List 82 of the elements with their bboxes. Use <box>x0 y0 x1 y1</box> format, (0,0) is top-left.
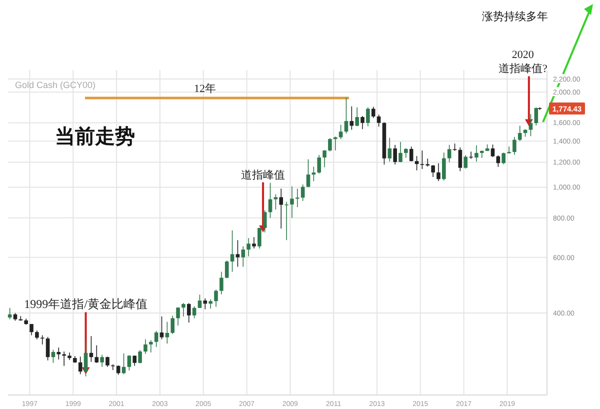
candlestick <box>40 334 44 345</box>
candlestick <box>290 186 294 218</box>
candlestick <box>94 344 99 364</box>
candlestick <box>333 136 338 151</box>
candlestick <box>447 144 452 163</box>
candlestick <box>182 302 186 317</box>
candlestick <box>30 324 34 336</box>
candlestick <box>502 152 506 165</box>
candlestick <box>192 306 196 319</box>
candlestick <box>165 321 170 344</box>
candlestick <box>328 138 332 152</box>
candlestick <box>138 350 142 364</box>
candlestick <box>230 230 234 272</box>
candlestick <box>236 240 240 268</box>
candlestick <box>366 106 370 127</box>
candlestick <box>284 201 288 241</box>
candlestick <box>214 289 218 308</box>
annotation: 12年 <box>194 83 216 95</box>
candlestick <box>246 238 250 257</box>
candlestick <box>436 162 440 182</box>
candlestick <box>338 124 343 140</box>
candlestick <box>528 114 533 137</box>
candlestick <box>170 315 174 334</box>
candlestick <box>106 356 110 368</box>
candlestick <box>148 340 153 353</box>
candlestick <box>295 188 300 208</box>
candlestick <box>100 354 104 368</box>
candlestick <box>344 97 348 134</box>
candlestick <box>474 144 478 162</box>
candlestick <box>404 148 408 158</box>
candlestick <box>534 106 538 126</box>
candlestick <box>208 298 212 309</box>
candlestick <box>431 164 435 178</box>
candlestick <box>127 354 132 371</box>
candlestick <box>464 154 468 169</box>
candlestick <box>252 236 256 249</box>
annotation: 当前走势 <box>55 126 135 148</box>
candlestick <box>56 347 61 360</box>
candlestick <box>160 316 164 340</box>
candlestick <box>355 106 359 127</box>
candlestick <box>300 184 305 202</box>
candlestick <box>518 125 522 142</box>
candlestick <box>490 144 495 158</box>
annotation: 道指峰值 <box>241 169 286 182</box>
candlestick <box>198 294 202 308</box>
annotation: 2020 道指峰值? <box>498 49 548 76</box>
candlestick <box>46 336 50 361</box>
candlestick <box>414 156 419 171</box>
candlestick <box>274 194 278 210</box>
candlestick <box>409 146 414 162</box>
candlestick <box>512 136 516 156</box>
candlestick <box>388 137 392 162</box>
candlestick <box>312 166 316 182</box>
candlestick <box>469 151 473 160</box>
candlestick <box>154 330 158 348</box>
candlestick <box>306 158 310 188</box>
candlestick <box>220 271 224 295</box>
candlestick <box>262 210 267 233</box>
candlestick <box>458 146 462 172</box>
candlestick <box>176 306 180 326</box>
annotation: 1999年道指/黄金比峰值 <box>24 297 148 312</box>
candlestick <box>144 338 148 354</box>
candlestick <box>442 152 446 181</box>
text: 涨势持续多年 <box>482 10 548 23</box>
candlestick <box>241 246 246 268</box>
candlestick <box>393 144 397 165</box>
candlestick <box>186 302 191 323</box>
candlestick <box>224 260 229 279</box>
candlestick <box>258 227 262 249</box>
candlestick <box>322 150 326 168</box>
candlestick <box>376 114 381 128</box>
candlestick <box>132 355 137 366</box>
candlestick <box>360 116 364 130</box>
candlestick <box>480 150 484 158</box>
candlestick <box>371 106 376 118</box>
candlestick <box>350 106 354 130</box>
candlestick <box>279 188 284 229</box>
candlestick <box>78 356 82 375</box>
candlestick <box>51 349 56 364</box>
text: Gold Cash (GCY00) <box>15 80 96 90</box>
candlestick <box>317 154 321 174</box>
candlestick <box>398 141 402 163</box>
